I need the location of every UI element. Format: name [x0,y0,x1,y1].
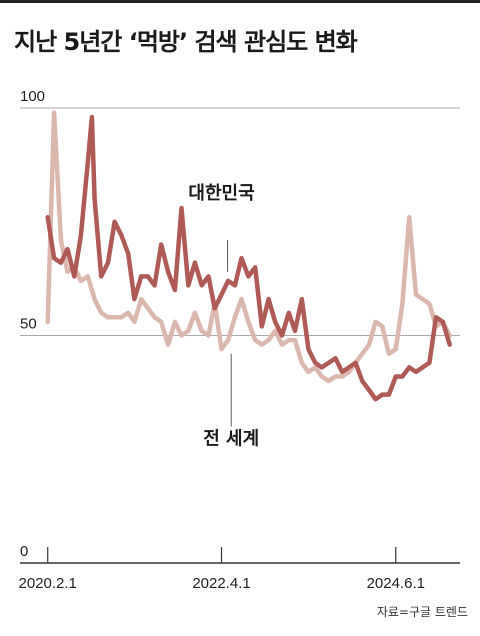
series-line-1 [45,110,452,384]
top-rule [0,0,480,3]
series-line-0 [45,114,452,402]
source-note: 자료=구글 트렌드 [376,605,468,619]
x-tick-label-2: 2024.6.1 [367,575,425,592]
x-tick-label-0: 2020.2.1 [19,575,77,592]
y-tick-label-1: 50 [20,316,37,333]
series-label-0: 대한민국 [188,183,254,204]
page-title: 지난 5년간 ‘먹방’ 검색 관심도 변화 [14,28,358,56]
x-tick-label-1: 2022.4.1 [192,575,250,592]
y-tick-label-0: 100 [20,88,45,105]
y-tick-label-2: 0 [20,543,28,560]
series-label-1: 전 세계 [203,429,259,450]
